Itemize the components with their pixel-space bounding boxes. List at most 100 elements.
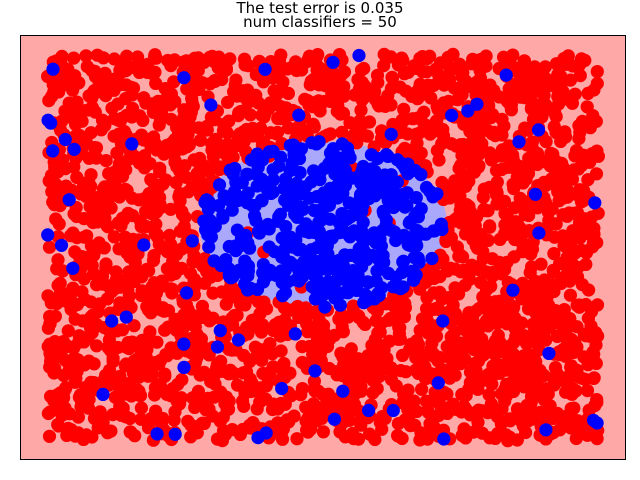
scatter-point-positive [390, 153, 405, 167]
scatter-point-negative [192, 82, 206, 97]
scatter-point-negative [133, 214, 148, 228]
scatter-point-positive [284, 230, 298, 244]
scatter-point-negative [256, 366, 270, 381]
scatter-point-negative [58, 77, 72, 92]
scatter-point-negative [121, 206, 135, 220]
chart-title-line-2: num classifiers = 50 [243, 13, 397, 31]
scatter-point-positive [119, 310, 133, 324]
scatter-point-positive [370, 264, 384, 278]
scatter-point-negative [516, 419, 530, 433]
scatter-point-positive [305, 280, 319, 294]
scatter-point-negative [440, 406, 454, 421]
scatter-point-negative [253, 307, 267, 321]
scatter-point-positive [506, 283, 520, 297]
scatter-point-positive [461, 104, 475, 118]
scatter-point-positive [255, 153, 270, 167]
scatter-point-positive [308, 364, 322, 378]
scatter-point-negative [482, 180, 497, 194]
scatter-point-positive [292, 274, 306, 288]
scatter-point-negative [389, 379, 403, 393]
scatter-point-negative [129, 336, 143, 351]
scatter-point-negative [469, 239, 483, 253]
scatter-point-negative [511, 403, 525, 417]
scatter-point-negative [290, 432, 304, 446]
scatter-point-positive [340, 151, 354, 165]
scatter-point-positive [396, 254, 411, 268]
scatter-point-positive [338, 248, 352, 262]
scatter-point-negative [551, 185, 565, 199]
scatter-point-negative [501, 434, 515, 448]
scatter-point-negative [166, 381, 180, 396]
scatter-point-negative [377, 58, 391, 73]
scatter-point-negative [216, 424, 231, 438]
scatter-point-negative [68, 245, 82, 259]
scatter-point-negative [48, 160, 62, 174]
scatter-point-negative [466, 321, 480, 336]
scatter-point-negative [336, 106, 351, 121]
scatter-point-negative [77, 211, 91, 226]
scatter-point-negative [215, 364, 229, 378]
scatter-point-negative [501, 211, 515, 225]
scatter-point-positive [285, 156, 299, 170]
scatter-point-negative [294, 388, 308, 402]
scatter-point-negative [507, 201, 522, 215]
scatter-point-negative [241, 95, 255, 110]
scatter-point-negative [453, 189, 467, 203]
scatter-point-negative [77, 335, 91, 349]
scatter-point-negative [159, 173, 173, 187]
scatter-point-positive [226, 270, 240, 284]
scatter-point-negative [149, 217, 163, 231]
scatter-point-positive [386, 403, 400, 418]
scatter-point-negative [147, 248, 161, 263]
scatter-point-positive [435, 222, 449, 237]
scatter-point-negative [183, 121, 197, 135]
scatter-point-negative [370, 304, 384, 318]
scatter-point-negative [515, 276, 530, 291]
scatter-point-negative [455, 148, 469, 163]
scatter-point-negative [140, 58, 154, 72]
scatter-point-negative [506, 373, 521, 388]
scatter-point-negative [483, 220, 497, 234]
scatter-point-negative [525, 242, 540, 256]
scatter-point-negative [301, 425, 315, 439]
scatter-point-negative [295, 355, 309, 370]
scatter-point-negative [551, 97, 566, 111]
scatter-point-negative [588, 398, 602, 413]
scatter-point-negative [200, 368, 215, 382]
scatter-point-negative [473, 275, 488, 290]
scatter-point-positive [262, 240, 276, 254]
scatter-point-positive [272, 210, 286, 224]
scatter-point-negative [71, 353, 85, 367]
scatter-point-negative [290, 62, 305, 77]
scatter-point-negative [99, 153, 113, 168]
scatter-point-negative [518, 207, 532, 222]
scatter-point-positive [217, 189, 231, 203]
scatter-point-negative [71, 410, 86, 424]
scatter-point-negative [89, 278, 104, 292]
scatter-point-negative [487, 83, 501, 98]
scatter-point-negative [130, 264, 144, 278]
scatter-point-negative [517, 66, 531, 80]
scatter-point-negative [481, 233, 495, 248]
scatter-point-positive [227, 184, 242, 199]
scatter-point-negative [397, 102, 411, 116]
scatter-point-negative [84, 168, 98, 182]
scatter-point-negative [118, 409, 133, 424]
scatter-point-negative [69, 371, 83, 386]
scatter-point-negative [435, 175, 449, 190]
scatter-point-negative [216, 410, 230, 424]
scatter-point-negative [154, 200, 168, 215]
scatter-point-negative [378, 99, 392, 114]
scatter-point-negative [164, 58, 178, 73]
scatter-point-positive [137, 238, 151, 252]
scatter-point-negative [513, 221, 527, 235]
scatter-point-negative [120, 49, 134, 63]
scatter-point-negative [529, 197, 543, 211]
scatter-point-negative [455, 70, 469, 84]
scatter-point-positive [204, 98, 218, 112]
scatter-point-negative [200, 180, 214, 194]
scatter-point-negative [253, 395, 267, 409]
scatter-point-negative [274, 48, 288, 62]
scatter-point-negative [206, 161, 220, 176]
